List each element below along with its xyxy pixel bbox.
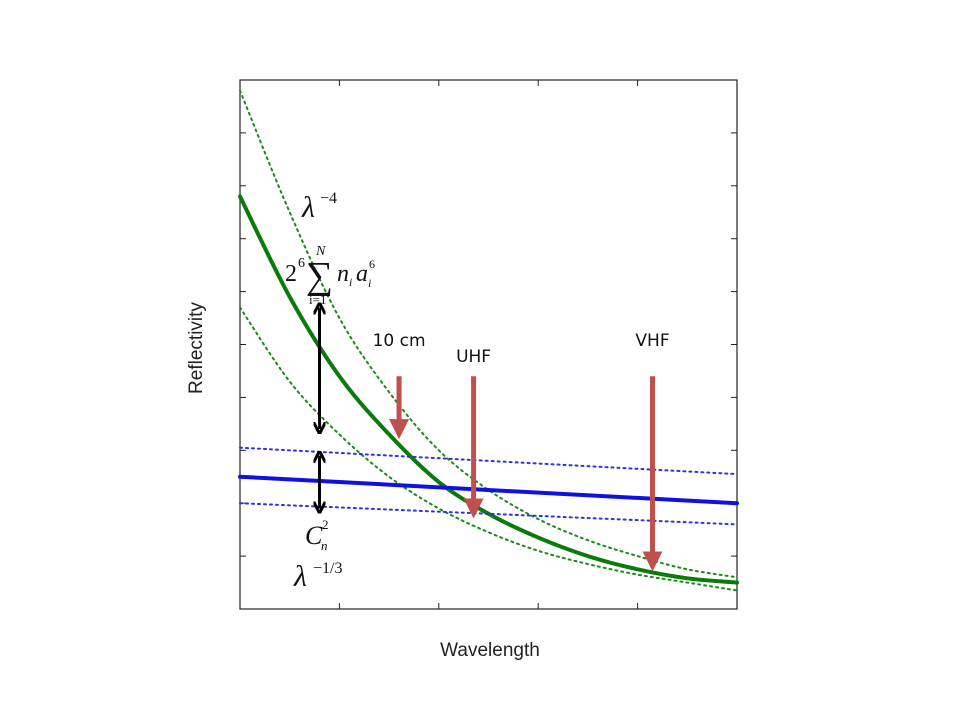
svg-text:2: 2 <box>322 517 329 532</box>
svg-text:n: n <box>337 261 349 287</box>
svg-text:6: 6 <box>298 256 305 271</box>
svg-text:N: N <box>315 244 326 259</box>
svg-text:i: i <box>368 276 371 290</box>
svg-text:−4: −4 <box>320 190 337 207</box>
svg-text:a: a <box>356 261 368 287</box>
marker-label: UHF <box>456 347 491 367</box>
wavelength-markers: 10 cm UHF VHF <box>373 331 670 572</box>
svg-text:i=1: i=1 <box>309 292 326 307</box>
svg-text:−1/3: −1/3 <box>313 560 342 577</box>
marker-10-cm: 10 cm <box>373 331 426 440</box>
series-hydrometeor-upper <box>239 89 738 579</box>
svg-text:λ: λ <box>293 560 307 593</box>
lambda-minus13-annotation: λ −1/3 <box>293 560 342 593</box>
series-turbulence <box>238 474 739 506</box>
marker-vhf: VHF <box>635 331 670 572</box>
svg-text:2: 2 <box>285 261 297 287</box>
svg-text:n: n <box>321 538 328 553</box>
svg-text:∑: ∑ <box>306 255 333 297</box>
cn2-annotation: C n 2 <box>305 517 329 553</box>
marker-label: VHF <box>635 331 669 351</box>
axis-ticks <box>239 79 738 610</box>
svg-text:C: C <box>305 521 323 550</box>
marker-uhf: UHF <box>456 347 491 519</box>
svg-text:λ: λ <box>301 191 315 224</box>
svg-text:6: 6 <box>369 257 375 271</box>
svg-text:i: i <box>349 275 352 289</box>
y-axis-label: Reflectivity <box>186 302 207 394</box>
series-turbulence-upper <box>239 446 738 476</box>
sum-formula-annotation: 2 6 ∑ N i=1 n i a i 6 <box>285 244 375 307</box>
lambda-minus4-annotation: λ −4 <box>301 190 337 224</box>
x-axis-label: Wavelength <box>440 640 540 661</box>
marker-label: 10 cm <box>373 331 426 351</box>
